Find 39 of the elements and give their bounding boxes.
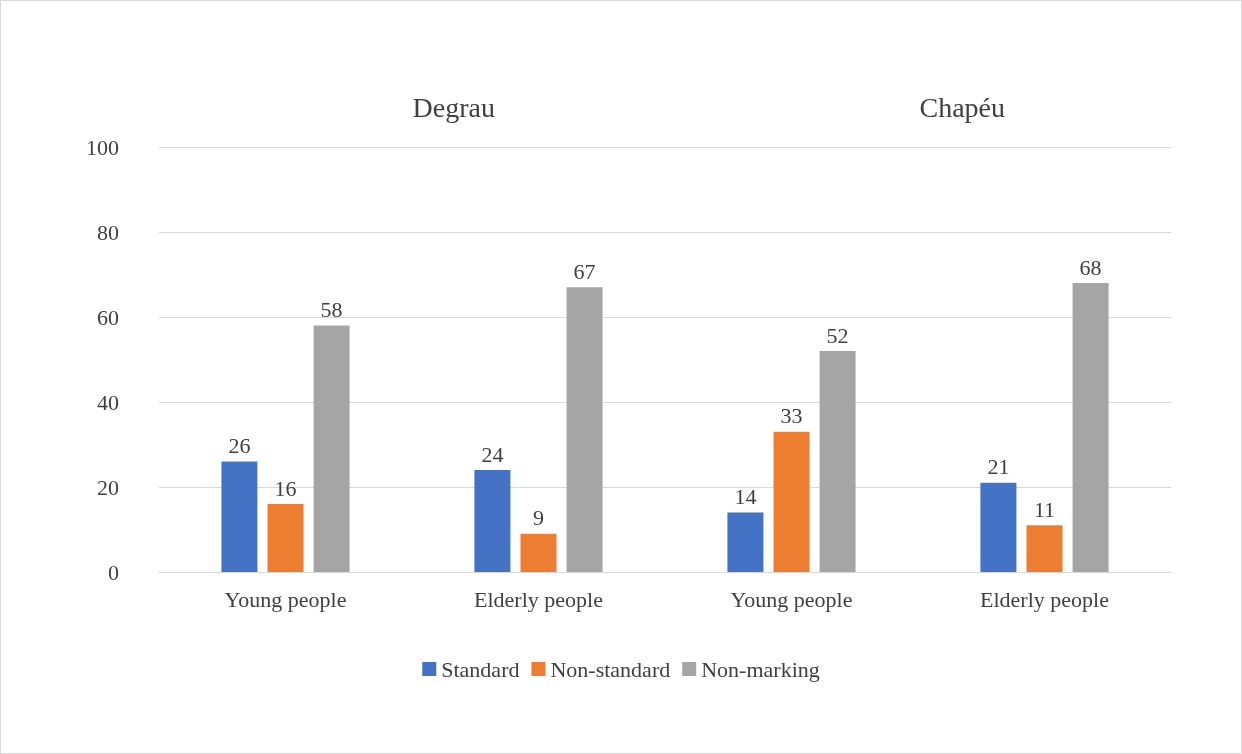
data-label: 67 bbox=[573, 258, 596, 284]
bar bbox=[1026, 525, 1063, 572]
bar bbox=[566, 287, 603, 572]
bar bbox=[520, 533, 557, 572]
bar bbox=[267, 504, 304, 572]
x-tick-label: Elderly people bbox=[980, 586, 1109, 612]
x-tick-label: Elderly people bbox=[474, 586, 603, 612]
y-tick-label: 40 bbox=[97, 389, 119, 415]
x-tick-label: Young people bbox=[730, 586, 853, 612]
bar bbox=[474, 470, 511, 572]
text: Chapéu bbox=[919, 91, 1006, 123]
data-label: 24 bbox=[481, 441, 504, 467]
data-label: 16 bbox=[274, 475, 297, 501]
data-label: 33 bbox=[780, 403, 803, 429]
bar bbox=[313, 325, 350, 572]
bar bbox=[1072, 283, 1109, 572]
bar bbox=[727, 512, 764, 572]
legend-label: Standard bbox=[441, 656, 520, 682]
data-label: 58 bbox=[320, 297, 343, 322]
y-tick-label: 0 bbox=[108, 559, 119, 585]
y-tick-label: 80 bbox=[97, 219, 119, 245]
data-label: 11 bbox=[1033, 496, 1056, 522]
y-tick-label: 20 bbox=[97, 474, 119, 500]
data-label: 9 bbox=[533, 505, 544, 531]
legend-label: Non-standard bbox=[550, 656, 671, 682]
data-label: 52 bbox=[826, 322, 849, 348]
bar bbox=[819, 351, 856, 572]
y-tick-label: 100 bbox=[86, 134, 119, 160]
data-label: 14 bbox=[734, 484, 757, 509]
legend-label: Non-marking bbox=[701, 656, 820, 682]
data-label: 68 bbox=[1079, 254, 1102, 280]
bar bbox=[980, 482, 1017, 572]
y-tick-label: 60 bbox=[97, 304, 119, 330]
data-label: 26 bbox=[228, 433, 251, 458]
data-label: 21 bbox=[987, 454, 1010, 480]
bar bbox=[773, 431, 810, 572]
x-tick-label: Young people bbox=[224, 586, 347, 612]
bar bbox=[221, 461, 258, 572]
text: Degrau bbox=[412, 91, 495, 123]
